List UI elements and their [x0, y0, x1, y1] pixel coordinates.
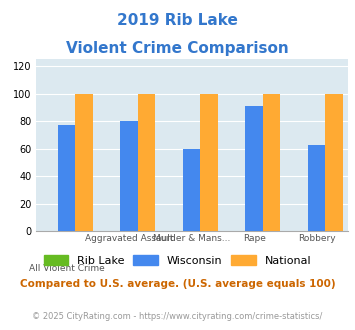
Bar [245, 106, 263, 231]
Text: Compared to U.S. average. (U.S. average equals 100): Compared to U.S. average. (U.S. average … [20, 279, 335, 289]
Text: © 2025 CityRating.com - https://www.cityrating.com/crime-statistics/: © 2025 CityRating.com - https://www.city… [32, 312, 323, 321]
Bar [263, 94, 280, 231]
Bar [76, 94, 93, 231]
Text: Violent Crime Comparison: Violent Crime Comparison [66, 41, 289, 56]
Bar [58, 125, 76, 231]
Text: All Violent Crime: All Violent Crime [29, 264, 105, 273]
Bar [138, 94, 155, 231]
Bar [308, 145, 326, 231]
Bar [201, 94, 218, 231]
Bar [326, 94, 343, 231]
Bar [183, 148, 201, 231]
Legend: Rib Lake, Wisconsin, National: Rib Lake, Wisconsin, National [44, 255, 311, 266]
Text: 2019 Rib Lake: 2019 Rib Lake [117, 13, 238, 28]
Bar [120, 121, 138, 231]
